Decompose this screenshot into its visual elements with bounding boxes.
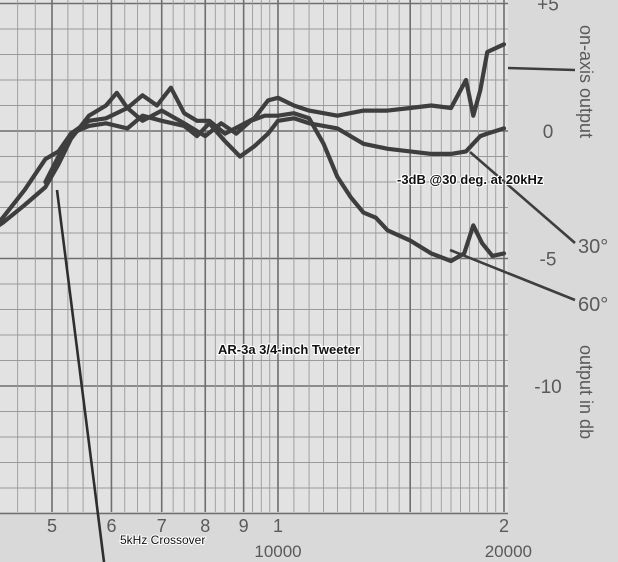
x-tick-label: 5 <box>47 516 57 536</box>
leader-line-0 <box>507 66 576 72</box>
y-tick-label: -10 <box>534 377 561 398</box>
y-tick-label: -5 <box>540 250 557 271</box>
axis-label-bottom: output in db <box>576 345 596 439</box>
x-tick-label: 6 <box>106 516 116 536</box>
series-angle-label: 60° <box>578 294 608 316</box>
series-angle-label: 30° <box>578 236 608 258</box>
crossover-pointer <box>55 189 106 562</box>
series-line-1 <box>43 113 507 185</box>
y-tick-label: 0 <box>543 122 554 143</box>
crossover-label: 5kHz Crossover <box>120 533 205 547</box>
plot-area <box>0 0 508 512</box>
x-tick-label: 7 <box>157 516 167 536</box>
series-layer <box>0 42 507 264</box>
series-line-2 <box>0 105 507 264</box>
y-tick-label: +5 <box>537 0 559 16</box>
grid <box>0 0 508 515</box>
x-tick-label-hz: 10000 <box>254 542 301 561</box>
x-tick-label: 1 <box>273 516 283 536</box>
x-tick-label: 2 <box>499 516 509 536</box>
axis-label-top: on-axis output <box>576 25 596 138</box>
x-tick-label: 8 <box>200 516 210 536</box>
note-30deg: -3dB @30 deg. at 20kHz <box>397 172 544 187</box>
chart-title: AR-3a 3/4-inch Tweeter <box>218 342 360 357</box>
leader-line-2 <box>449 248 576 302</box>
x-tick-label: 9 <box>239 516 249 536</box>
x-tick-label-hz: 20000 <box>485 542 532 561</box>
leader-line-1 <box>469 151 576 244</box>
tick-labels: 5 6 7 8 9 1 2 10000 20000 +5 0 -5 -10 30° 60° <box>47 0 608 561</box>
annotation-leaders <box>55 66 576 562</box>
